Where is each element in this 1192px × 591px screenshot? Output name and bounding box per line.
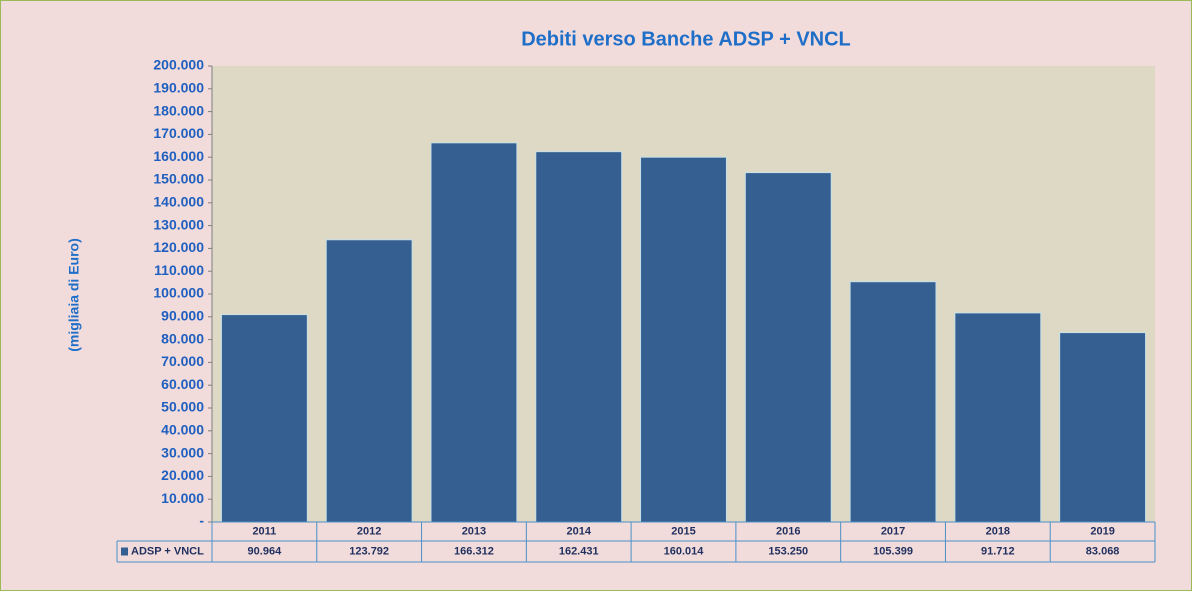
y-tick-label: 100.000 — [153, 285, 204, 301]
x-tick-label: 2016 — [776, 525, 800, 537]
chart-title: Debiti verso Banche ADSP + VNCL — [521, 28, 851, 50]
x-tick-label: 2019 — [1090, 525, 1114, 537]
value-label: 162.431 — [559, 545, 599, 557]
value-label: 105.399 — [873, 545, 913, 557]
y-tick-label: 90.000 — [161, 308, 204, 324]
y-tick-label: 70.000 — [161, 353, 204, 369]
value-label: 160.014 — [664, 545, 705, 557]
legend-swatch — [121, 547, 128, 556]
value-label: 91.712 — [981, 545, 1015, 557]
y-tick-label: 50.000 — [161, 399, 204, 415]
y-tick-label: 10.000 — [161, 490, 204, 506]
y-tick-label: 30.000 — [161, 444, 204, 460]
y-tick-label: 170.000 — [153, 125, 204, 141]
value-label: 123.792 — [349, 545, 389, 557]
bar — [220, 314, 308, 523]
legend-label: ADSP + VNCL — [131, 545, 204, 557]
bar — [954, 312, 1042, 523]
bar — [640, 156, 727, 523]
y-tick-label: 130.000 — [153, 216, 204, 232]
bar — [1059, 332, 1147, 523]
y-tick-label: 140.000 — [153, 194, 204, 210]
bar — [430, 142, 518, 523]
bar — [744, 172, 832, 523]
y-tick-label: 110.000 — [154, 262, 204, 278]
bar — [325, 239, 413, 523]
bar — [535, 151, 623, 523]
y-tick-label: 60.000 — [161, 376, 204, 392]
y-tick-label: 40.000 — [161, 422, 204, 438]
y-axis-label: (migliaia di Euro) — [66, 238, 82, 352]
y-tick-label: 200.000 — [153, 57, 204, 73]
value-label: 166.312 — [454, 545, 494, 557]
x-tick-label: 2017 — [881, 525, 905, 537]
value-label: 83.068 — [1086, 545, 1120, 557]
y-tick-label: 180.000 — [153, 102, 204, 118]
x-tick-label: 2014 — [566, 525, 591, 537]
value-label: 90.964 — [248, 545, 283, 557]
y-tick-label: 120.000 — [153, 239, 204, 255]
y-tick-label: 80.000 — [161, 330, 204, 346]
y-tick-label: 160.000 — [153, 148, 204, 164]
bar — [849, 281, 937, 523]
y-tick-label: 190.000 — [153, 80, 204, 96]
x-tick-label: 2015 — [671, 525, 695, 537]
x-tick-label: 2011 — [252, 525, 276, 537]
x-tick-label: 2018 — [986, 525, 1010, 537]
x-tick-label: 2013 — [462, 525, 486, 537]
value-label: 153.250 — [768, 545, 808, 557]
y-tick-label: 20.000 — [161, 467, 204, 483]
x-tick-label: 2012 — [357, 525, 381, 537]
y-tick-label: 150.000 — [153, 171, 204, 187]
y-tick-label: - — [199, 513, 204, 529]
